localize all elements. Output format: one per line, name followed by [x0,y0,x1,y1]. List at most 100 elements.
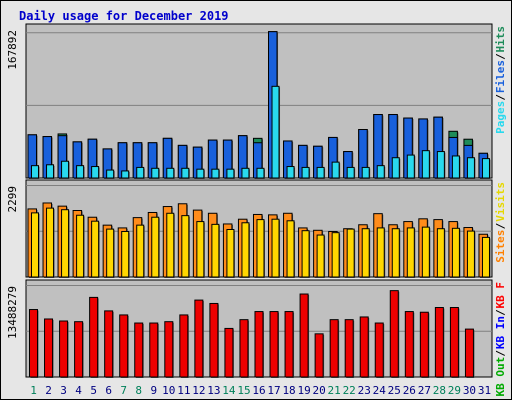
visits-bar-day-19 [301,230,310,278]
visits-bar-day-28 [436,228,445,278]
panel-1-legend-: / [494,94,507,101]
visits-bar-day-20 [316,234,325,278]
visits-bar-day-24 [376,227,385,278]
pages-bar-day-5 [91,166,100,179]
panel-1-legend-files: Files [494,60,507,93]
visits-bar-day-4 [76,214,85,278]
kbf-bar-day-29 [449,307,459,378]
visits-bar-day-3 [61,209,70,278]
pages-bar-day-13 [211,168,220,179]
kbf-bar-day-27 [419,311,429,378]
panel-2-legend-: / [494,222,507,229]
visits-bar-day-27 [421,226,430,278]
pages-bar-day-27 [421,150,430,179]
pages-bar-day-28 [436,151,445,179]
kbf-bar-day-18 [284,311,294,378]
x-tick-label-day-7: 7 [120,384,127,397]
panel-2-legend-visits: Visits [494,182,507,222]
x-tick-label-day-19: 19 [297,384,310,397]
panel-3-y-max-label: 13488279 [6,286,19,339]
x-tick-label-day-1: 1 [30,384,37,397]
kbf-bar-day-26 [404,311,414,378]
kbf-bar-day-16 [254,311,264,378]
panel-2-y-max-label: 2299 [6,186,19,213]
x-tick-label-day-6: 6 [105,384,112,397]
visits-bar-day-8 [136,224,145,278]
x-tick-label-day-27: 27 [418,384,431,397]
visits-bar-day-6 [106,228,115,278]
kbf-bar-day-30 [464,328,474,378]
kbf-bar-day-1 [29,309,38,378]
visits-bar-day-30 [466,230,475,278]
x-tick-label-day-24: 24 [373,384,387,397]
visits-bar-day-11 [181,215,190,278]
pages-bar-day-24 [376,165,385,179]
kbf-bar-day-7 [119,314,129,378]
visits-bar-day-10 [166,212,175,278]
pages-bar-day-23 [361,166,370,179]
pages-bar-day-3 [61,160,70,179]
panel-3-legend-kb-f: KB F [494,282,507,309]
panel-3-legend-: / [494,350,507,357]
visits-bar-day-18 [286,220,295,278]
x-tick-label-day-28: 28 [433,384,446,397]
visits-bar-day-26 [406,227,415,278]
kbf-bar-day-13 [209,302,219,378]
kbf-bar-day-5 [89,296,99,378]
kbf-bar-day-15 [239,319,249,378]
pages-bar-day-29 [451,155,460,179]
visits-bar-day-31 [481,236,490,278]
panel-3-legend-: / [494,309,507,316]
pages-bar-day-4 [76,165,85,179]
kbf-bar-day-2 [44,318,54,378]
kbf-bar-day-10 [164,321,174,378]
x-tick-label-day-26: 26 [403,384,416,397]
pages-bar-day-18 [286,166,295,179]
pages-bar-day-14 [226,168,235,179]
pages-bar-day-16 [256,167,265,179]
visits-bar-day-1 [31,212,39,278]
visits-bar-day-21 [331,232,340,278]
x-tick-label-day-16: 16 [252,384,265,397]
kbf-bar-day-28 [434,307,444,378]
x-tick-label-day-11: 11 [177,384,190,397]
x-tick-label-day-15: 15 [237,384,250,397]
visits-bar-day-22 [346,228,355,278]
kbf-bar-day-21 [329,319,339,378]
x-tick-label-day-8: 8 [135,384,142,397]
kbf-bar-day-9 [149,322,159,378]
kbf-bar-day-25 [389,290,399,378]
pages-bar-day-25 [391,157,400,179]
visits-bar-day-9 [151,216,160,278]
kbf-bar-day-11 [179,314,189,378]
x-tick-label-day-20: 20 [313,384,326,397]
x-tick-label-day-31: 31 [478,384,491,397]
pages-bar-day-9 [151,167,160,179]
visits-bar-day-12 [196,221,205,278]
pages-bar-day-7 [121,170,130,179]
visits-bar-day-29 [451,227,460,278]
visits-bar-day-13 [211,223,220,278]
x-tick-label-day-23: 23 [358,384,371,397]
visits-bar-day-7 [121,230,130,278]
pages-bar-day-22 [346,166,355,179]
kbf-bar-day-8 [134,322,144,378]
x-tick-label-day-14: 14 [222,384,236,397]
visits-bar-day-5 [91,220,100,278]
panel-1-legend-: / [494,53,507,60]
pages-bar-day-26 [406,154,415,179]
kbf-bar-day-22 [344,319,354,378]
pages-bar-day-21 [331,161,340,179]
x-tick-label-day-3: 3 [60,384,67,397]
visits-bar-day-16 [256,219,265,278]
panel-3-legend-kb-in: KB In [494,316,507,349]
pages-bar-day-15 [241,167,250,179]
x-tick-label-day-25: 25 [388,384,401,397]
x-tick-label-day-9: 9 [150,384,157,397]
pages-bar-day-30 [466,157,475,179]
kbf-bar-day-6 [104,310,114,378]
x-tick-label-day-5: 5 [90,384,97,397]
kbf-bar-day-24 [374,322,384,378]
x-tick-label-day-22: 22 [343,384,356,397]
